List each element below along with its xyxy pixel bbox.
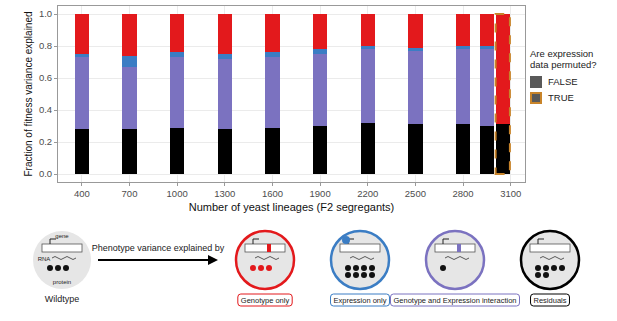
svg-text:RNA: RNA [38, 256, 51, 262]
svg-text:Genotype and Expression intera: Genotype and Expression interaction [394, 296, 517, 305]
html-text:Are expression data permuted?: Are expression data permuted? [530, 48, 597, 71]
svg-text:2200: 2200 [357, 188, 378, 199]
svg-text:protein: protein [53, 279, 71, 285]
svg-text:Genotype only: Genotype only [241, 296, 290, 305]
svg-text:Residuals: Residuals [534, 296, 567, 305]
svg-text:gene: gene [55, 233, 69, 239]
svg-text:Expression only: Expression only [334, 296, 387, 305]
svg-text:Wildtype: Wildtype [45, 294, 80, 304]
svg-text:1300: 1300 [214, 188, 235, 199]
svg-text:Phenotype variance explained b: Phenotype variance explained by [92, 243, 225, 253]
svg-text:0.2: 0.2 [39, 136, 52, 147]
svg-text:1.0: 1.0 [39, 8, 52, 19]
svg-text:400: 400 [74, 188, 90, 199]
svg-text:1600: 1600 [262, 188, 283, 199]
svg-text:Fraction of fitness variance e: Fraction of fitness variance explained [23, 11, 34, 176]
svg-text:0.4: 0.4 [39, 104, 52, 115]
svg-text:Number of yeast lineages (F2 s: Number of yeast lineages (F2 segregants) [189, 201, 394, 213]
svg-text:1000: 1000 [167, 188, 188, 199]
svg-text:2500: 2500 [405, 188, 426, 199]
svg-text:3100: 3100 [500, 188, 521, 199]
svg-text:0.8: 0.8 [39, 40, 52, 51]
html-text:FALSE: FALSE [548, 76, 578, 88]
svg-text:2800: 2800 [452, 188, 473, 199]
html-text:TRUE: TRUE [548, 92, 574, 104]
svg-text:1900: 1900 [310, 188, 331, 199]
svg-text:0.0: 0.0 [39, 168, 52, 179]
svg-text:0.6: 0.6 [39, 72, 52, 83]
svg-text:700: 700 [122, 188, 138, 199]
